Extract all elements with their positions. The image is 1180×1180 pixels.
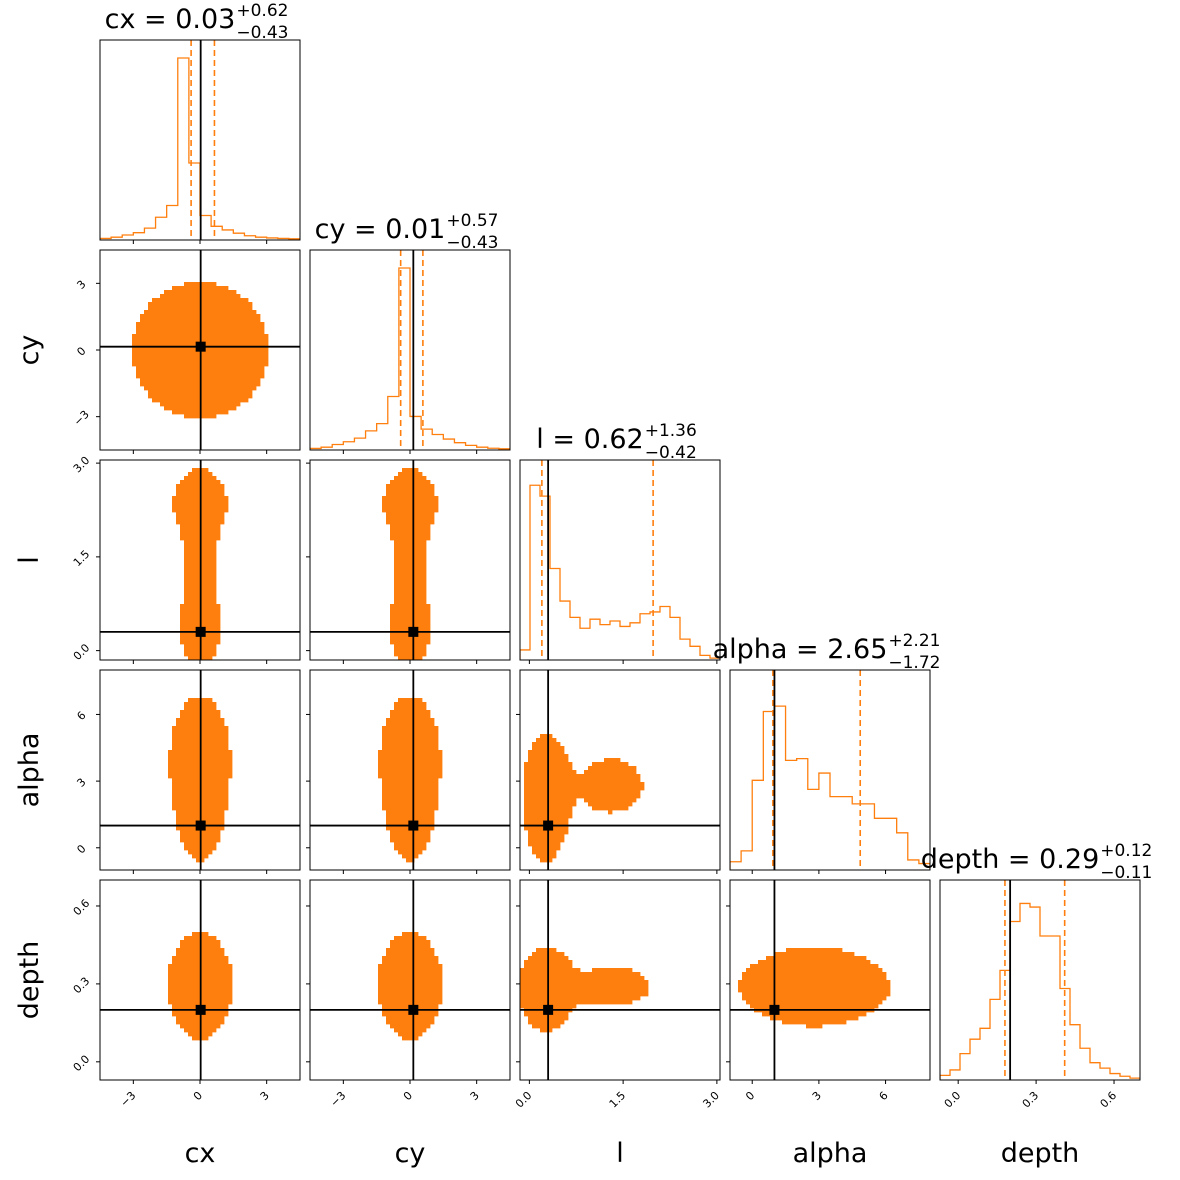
- x-tick-label-l: 3.0: [700, 1089, 722, 1111]
- truth-marker: [543, 1004, 554, 1015]
- contour-panel-cx-depth: [99, 879, 301, 1081]
- histogram-panel-cy: cy = 0.01 +0.57−0.43: [309, 211, 511, 451]
- truth-marker: [195, 626, 206, 637]
- y-tick-label-l: 3.0: [71, 454, 93, 476]
- x-tick-label-cy: 0: [401, 1089, 415, 1103]
- contour-fill-level-3: [520, 948, 649, 1033]
- y-tick-label-cy: 3: [74, 278, 88, 292]
- x-tick-label-l: 0.0: [513, 1089, 535, 1111]
- contour-panel-cx-cy: [99, 249, 301, 451]
- histogram-panel-depth: depth = 0.29 +0.12−0.11: [921, 841, 1152, 1081]
- y-axis-label-alpha: alpha: [14, 733, 45, 808]
- y-tick-label-alpha: 0: [74, 842, 88, 856]
- y-tick-label-alpha: 3: [74, 776, 88, 790]
- truth-marker: [408, 820, 419, 831]
- axes-frame-l-depth: [519, 879, 721, 1081]
- x-axis-label-l: l: [616, 1138, 624, 1169]
- truth-marker: [408, 1004, 419, 1015]
- contour-fill-level-3: [378, 932, 443, 1041]
- y-axis-label-cy: cy: [14, 335, 45, 366]
- histogram-step-cy: [310, 267, 510, 450]
- contour-panel-l-alpha: [519, 669, 721, 871]
- axes-frame-l: [519, 459, 721, 661]
- contour-panel-cy-l: [309, 459, 511, 661]
- contour-panel-alpha-depth: [729, 879, 931, 1081]
- histogram-step-alpha: [730, 705, 930, 869]
- y-tick-label-depth: 0.3: [71, 975, 93, 997]
- y-tick-label-l: 1.5: [71, 548, 93, 570]
- y-tick-label-cy: −3: [71, 408, 92, 429]
- y-axis-label-depth: depth: [14, 941, 45, 1020]
- title-plus-cy: +0.57: [446, 211, 498, 231]
- axes-frame-alpha-depth: [729, 879, 931, 1081]
- contour-panel-cx-l: [99, 459, 301, 661]
- histogram-panel-l: l = 0.62 +1.36−0.42: [519, 421, 721, 661]
- axes-frame-l-alpha: [519, 669, 721, 871]
- y-tick-label-depth: 0.6: [71, 897, 93, 919]
- histogram-step-l: [520, 484, 720, 659]
- x-tick-label-alpha: 0: [743, 1089, 757, 1103]
- x-axis-label-cy: cy: [395, 1138, 426, 1169]
- title-cy: cy = 0.01: [315, 214, 446, 245]
- contour-panel-cy-depth: [309, 879, 511, 1081]
- title-minus-l: −0.42: [645, 443, 697, 463]
- x-axis-label-cx: cx: [185, 1138, 216, 1169]
- y-axis-label-l: l: [14, 556, 45, 564]
- x-tick-label-l: 1.5: [607, 1089, 629, 1111]
- axes-frame-depth: [939, 879, 1141, 1081]
- title-plus-cx: +0.62: [236, 1, 288, 21]
- title-plus-l: +1.36: [645, 421, 697, 441]
- x-tick-label-cy: −3: [328, 1089, 349, 1110]
- truth-marker: [543, 820, 554, 831]
- x-tick-label-alpha: 3: [810, 1089, 824, 1103]
- title-alpha: alpha = 2.65: [713, 634, 888, 665]
- x-tick-label-cx: −3: [118, 1089, 139, 1110]
- x-axis-label-alpha: alpha: [793, 1138, 868, 1169]
- y-tick-label-l: 0.0: [71, 641, 93, 663]
- axes-frame-alpha: [729, 669, 931, 871]
- histogram-panel-alpha: alpha = 2.65 +2.21−1.72: [713, 631, 940, 871]
- truth-marker: [195, 341, 206, 352]
- title-depth: depth = 0.29: [921, 844, 1100, 875]
- histogram-step-depth: [940, 902, 1140, 1079]
- y-tick-label-depth: 0.0: [71, 1053, 93, 1075]
- contour-fill-level-3: [382, 468, 439, 660]
- contour-panel-cy-alpha: [309, 669, 511, 871]
- histogram-panel-cx: cx = 0.03 +0.62−0.43: [99, 1, 301, 241]
- truth-marker: [195, 1004, 206, 1015]
- x-tick-label-alpha: 6: [877, 1089, 891, 1103]
- contour-fill-level-3: [738, 948, 891, 1029]
- x-axis-label-depth: depth: [1001, 1138, 1080, 1169]
- contour-fill-level-3: [378, 698, 443, 863]
- truth-marker: [195, 820, 206, 831]
- contour-fill-level-3: [524, 734, 645, 863]
- title-minus-cx: −0.43: [236, 23, 288, 43]
- truth-marker: [408, 626, 419, 637]
- truth-marker: [769, 1004, 780, 1015]
- title-l: l = 0.62: [536, 424, 643, 455]
- title-minus-depth: −0.11: [1100, 863, 1152, 883]
- x-tick-label-depth: 0.3: [1020, 1089, 1042, 1111]
- title-minus-cy: −0.43: [446, 233, 498, 253]
- x-tick-label-cx: 3: [258, 1089, 272, 1103]
- title-minus-alpha: −1.72: [888, 653, 940, 673]
- title-plus-depth: +0.12: [1100, 841, 1152, 861]
- y-tick-label-cy: 0: [74, 344, 88, 358]
- x-tick-label-cy: 3: [468, 1089, 482, 1103]
- title-cx: cx = 0.03: [105, 4, 236, 35]
- y-tick-label-alpha: 6: [74, 709, 88, 723]
- x-tick-label-depth: 0.6: [1098, 1089, 1120, 1111]
- title-plus-alpha: +2.21: [888, 631, 940, 651]
- contour-panel-cx-alpha: [99, 669, 301, 871]
- contour-panel-l-depth: [519, 879, 721, 1081]
- x-tick-label-depth: 0.0: [942, 1089, 964, 1111]
- x-tick-label-cx: 0: [191, 1089, 205, 1103]
